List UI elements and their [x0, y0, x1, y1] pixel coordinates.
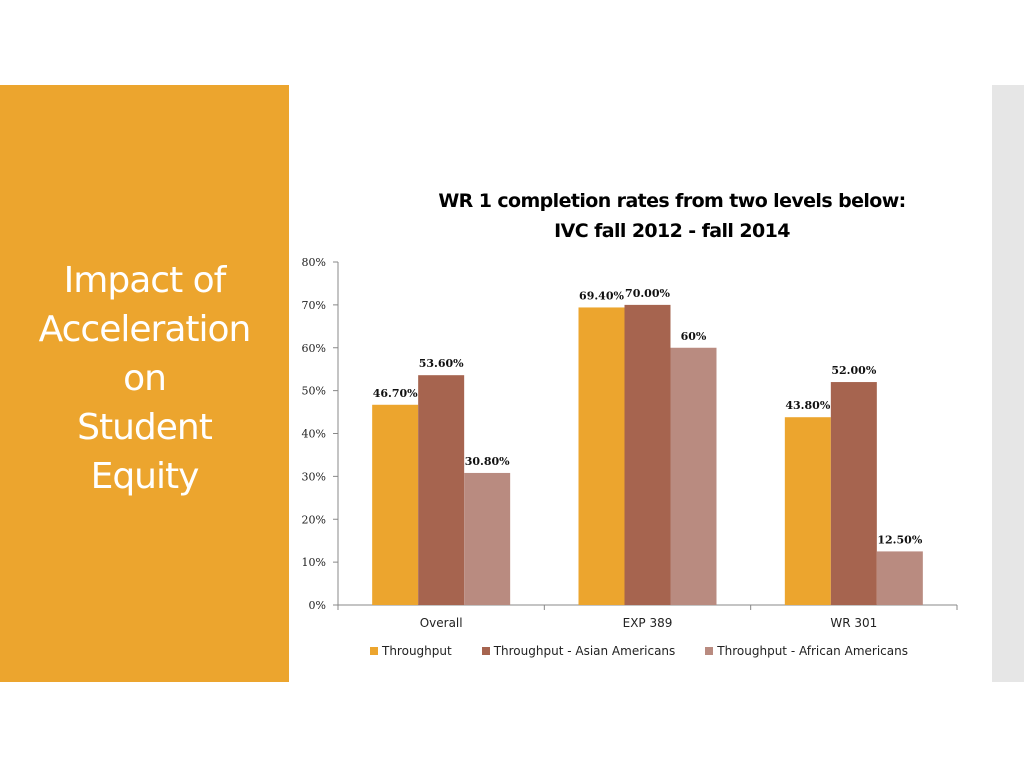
legend-label: Throughput	[382, 644, 452, 658]
y-tick-label: 70%	[302, 299, 326, 312]
data-label: 52.00%	[831, 364, 876, 377]
y-tick-label: 20%	[302, 513, 326, 526]
y-tick-label: 0%	[309, 599, 326, 612]
data-label: 43.80%	[785, 399, 830, 412]
bar-overall-series-1	[372, 404, 419, 605]
y-tick-label: 10%	[302, 556, 326, 569]
y-tick-label: 60%	[302, 342, 326, 355]
bar-overall-series-3	[464, 472, 511, 605]
right-strip	[992, 85, 1024, 682]
bar-exp-389-series-1	[578, 307, 625, 605]
bar-exp-389-series-2	[624, 304, 671, 605]
data-label: 46.70%	[373, 387, 418, 400]
bar-wr-301-series-3	[876, 551, 923, 605]
legend-item: Throughput - Asian Americans	[481, 644, 676, 658]
category-label: Overall	[420, 616, 463, 630]
legend-label: Throughput - African Americans	[717, 644, 908, 658]
legend-swatch	[705, 647, 714, 655]
legend-item: Throughput	[370, 644, 452, 658]
data-labels-group: 46.70% 53.60% 30.80% 69.40% 70.00% 60% 43.80% 5…	[373, 287, 923, 547]
y-tick-label: 40%	[302, 428, 326, 441]
legend-swatch	[481, 647, 490, 655]
bar-wr-301-series-2	[830, 382, 877, 605]
y-tick-group: 0% 10% 20% 30% 40% 50% 60% 70% 80%	[302, 256, 338, 612]
data-label: 53.60%	[419, 357, 464, 370]
data-label: 12.50%	[877, 533, 922, 546]
bar-exp-389-series-3	[670, 347, 717, 605]
category-label: EXP 389	[623, 616, 673, 630]
data-label: 30.80%	[465, 455, 510, 468]
category-labels-group: Overall EXP 389 WR 301	[420, 616, 878, 630]
y-tick-label: 50%	[302, 385, 326, 398]
side-panel	[0, 85, 289, 682]
bars-group	[337, 304, 958, 610]
data-label: 70.00%	[625, 287, 670, 300]
bar-wr-301-series-1	[784, 417, 831, 605]
legend-label: Throughput - Asian Americans	[493, 644, 676, 658]
legend-swatch	[370, 647, 378, 655]
y-tick-label: 80%	[302, 256, 326, 269]
bar-overall-series-2	[418, 375, 465, 605]
slide-title: Impact of Acceleration on Student Equity	[38, 260, 252, 497]
data-label: 60%	[681, 330, 707, 343]
chart-title: WR 1 completion rates from two levels be…	[438, 190, 906, 242]
legend-item: Throughput - African Americans	[705, 644, 908, 658]
chart-legend: Throughput Throughput - Asian Americans Th…	[370, 644, 938, 658]
category-label: WR 301	[830, 616, 877, 630]
data-label: 69.40%	[579, 289, 624, 302]
y-tick-label: 30%	[302, 470, 326, 483]
